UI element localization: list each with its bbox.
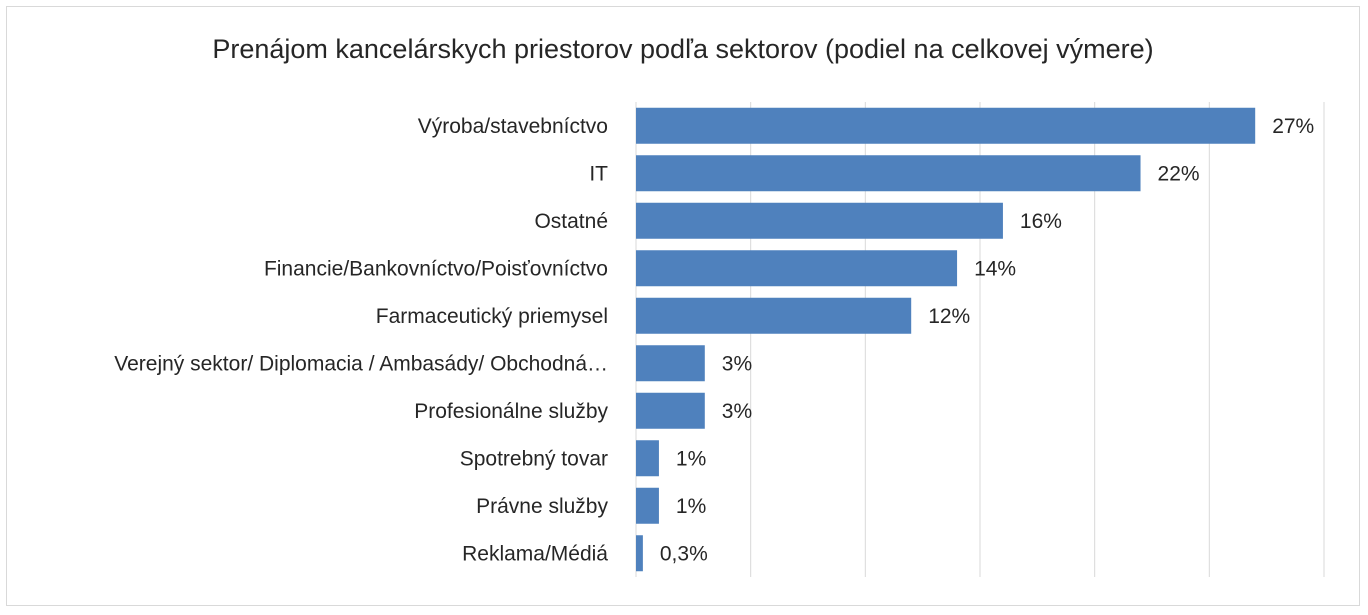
category-label: Profesionálne služby bbox=[414, 400, 608, 423]
data-label: 3% bbox=[722, 352, 752, 375]
bar bbox=[636, 297, 912, 334]
bar bbox=[636, 250, 958, 287]
bar bbox=[636, 535, 643, 572]
data-label: 0,3% bbox=[660, 542, 708, 565]
category-label: Výroba/stavebníctvo bbox=[418, 115, 608, 138]
category-label: IT bbox=[589, 162, 608, 185]
category-labels: Výroba/stavebníctvo IT Ostatné Financie/Ban… bbox=[114, 115, 608, 566]
data-label: 3% bbox=[722, 400, 752, 423]
data-label: 12% bbox=[928, 305, 970, 328]
category-label: Ostatné bbox=[534, 210, 608, 233]
data-label: 14% bbox=[974, 257, 1016, 280]
bar bbox=[636, 392, 705, 429]
data-label: 1% bbox=[676, 495, 706, 518]
bar bbox=[636, 345, 705, 382]
bars bbox=[636, 107, 1256, 572]
category-label: Reklama/Médiá bbox=[462, 542, 608, 565]
chart-title: Prenájom kancelárskych priestorov podľa … bbox=[212, 34, 1153, 64]
category-label: Financie/Bankovníctvo/Poisťovníctvo bbox=[264, 257, 608, 280]
data-label: 1% bbox=[676, 447, 706, 470]
category-label: Právne služby bbox=[476, 495, 608, 518]
data-label: 22% bbox=[1158, 162, 1200, 185]
category-label: Farmaceutický priemysel bbox=[376, 305, 608, 328]
data-labels: 27% 22% 16% 14% 12% 3% 3% 1% 1% 0,3% bbox=[660, 115, 1314, 566]
data-label: 16% bbox=[1020, 210, 1062, 233]
bar bbox=[636, 487, 659, 524]
bar bbox=[636, 107, 1256, 144]
category-label: Spotrebný tovar bbox=[460, 447, 608, 470]
bar bbox=[636, 202, 1003, 239]
bar bbox=[636, 440, 659, 477]
bar bbox=[636, 155, 1141, 192]
data-label: 27% bbox=[1272, 115, 1314, 138]
category-label: Verejný sektor/ Diplomacia / Ambasády/ O… bbox=[114, 352, 608, 375]
